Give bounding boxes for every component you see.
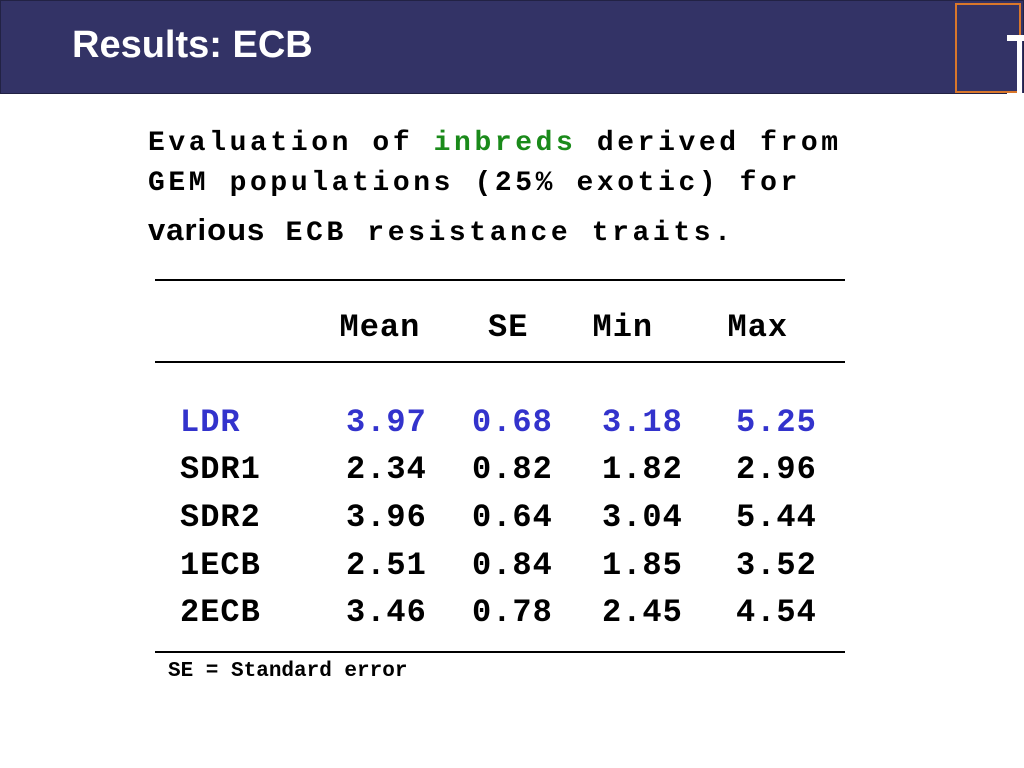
table-cell: 0.78 xyxy=(472,594,553,631)
table-cell: 3.04 xyxy=(602,499,683,536)
caption-text: various xyxy=(148,212,266,247)
slide-title: Results: ECB xyxy=(72,24,313,66)
row-label: 1ECB xyxy=(180,547,261,584)
table-cell: 2.96 xyxy=(736,451,817,488)
table-cell: 3.52 xyxy=(736,547,817,584)
table-cell: 1.85 xyxy=(602,547,683,584)
table-cell: 5.25 xyxy=(736,404,817,441)
column-header: SE xyxy=(488,309,529,346)
table-cell: 3.46 xyxy=(346,594,427,631)
caption-text: ECB resistance traits. xyxy=(265,218,735,249)
logo xyxy=(955,3,1024,99)
column-header: Mean xyxy=(339,309,421,346)
caption-text: GEM populations (25% exotic) for xyxy=(148,168,801,199)
caption-line: Evaluation of inbreds derived from xyxy=(148,128,842,159)
column-header: Max xyxy=(727,309,789,346)
caption-text: inbreds xyxy=(433,128,577,159)
table-cell: 3.18 xyxy=(602,404,683,441)
caption-line: GEM populations (25% exotic) for xyxy=(148,168,801,199)
caption-text: Evaluation of xyxy=(148,128,434,159)
table-cell: 0.82 xyxy=(472,451,553,488)
table-cell: 2.45 xyxy=(602,594,683,631)
table-cell: 2.51 xyxy=(346,547,427,584)
header-bar xyxy=(0,0,1024,94)
row-label: LDR xyxy=(180,404,241,441)
row-label: 2ECB xyxy=(180,594,261,631)
row-label: SDR2 xyxy=(180,499,261,536)
table-cell: 0.84 xyxy=(472,547,553,584)
table-cell: 3.97 xyxy=(346,404,427,441)
row-label: SDR1 xyxy=(180,451,261,488)
table-cell: 0.64 xyxy=(472,499,553,536)
rule xyxy=(155,651,845,653)
column-header: Min xyxy=(592,309,654,346)
footnote: SE = Standard error xyxy=(168,660,408,683)
logo-icon xyxy=(1007,35,1024,99)
table-cell: 5.44 xyxy=(736,499,817,536)
table-cell: 3.96 xyxy=(346,499,427,536)
rule xyxy=(155,279,845,281)
table-cell: 0.68 xyxy=(472,404,553,441)
caption-line: various ECB resistance traits. xyxy=(148,212,735,249)
caption-text: derived from xyxy=(576,128,842,159)
table-cell: 4.54 xyxy=(736,594,817,631)
table-cell: 2.34 xyxy=(346,451,427,488)
rule xyxy=(155,361,845,363)
table-cell: 1.82 xyxy=(602,451,683,488)
